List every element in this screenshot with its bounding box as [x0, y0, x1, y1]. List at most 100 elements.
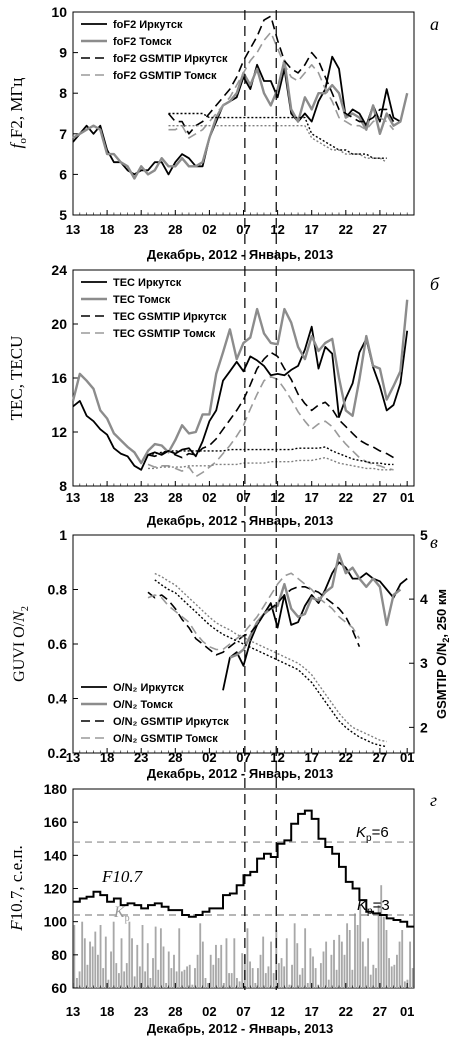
f107-step-line [73, 809, 414, 928]
x-tick-label: 13 [66, 490, 80, 505]
kp-levels: Kp=6Kp=3 [73, 824, 414, 917]
kp-bar [390, 966, 393, 988]
kp-bar [220, 944, 223, 988]
y-right-tick-label: 3 [420, 655, 428, 671]
series-line [154, 579, 387, 748]
series-layer [71, 299, 409, 478]
x-tick-label: 18 [100, 490, 114, 505]
kp-bar [233, 938, 236, 989]
x-tick-label: 17 [304, 750, 318, 765]
event-markers [244, 10, 277, 990]
x-tick-label: 28 [168, 750, 182, 765]
kp-bar [138, 966, 141, 988]
kp-bar [152, 958, 154, 988]
kp-bar [194, 968, 196, 988]
kp-bar [272, 973, 275, 988]
kp-bar [403, 981, 406, 988]
y-tick-label: 80 [51, 947, 67, 963]
series-line [71, 299, 409, 465]
legend-label: foF2 GSMTIP Томск [113, 70, 217, 82]
x-tick-label: 28 [168, 222, 182, 237]
panel-tec: 13 18 23 28 02 07 12 17 22 27 01 8 12 16 20 24 TEC Ирку… [7, 262, 440, 528]
y-tick-label: 8 [59, 85, 67, 101]
x-tick-label: 22 [339, 1004, 353, 1019]
x-tick-label: 22 [339, 490, 353, 505]
y-tick-label: 24 [51, 262, 67, 278]
series-line [168, 112, 387, 159]
kp-bar [301, 968, 304, 988]
kp-bar [175, 971, 178, 988]
x-tick-label: 12 [270, 750, 284, 765]
kp-bar [380, 885, 383, 988]
y-tick-label: 140 [44, 847, 68, 863]
legend-label: O/N₂ GSMTIP Томск [113, 733, 218, 745]
y-tick-label: 160 [44, 814, 68, 830]
kp-bar [238, 981, 241, 988]
kp-bar [401, 930, 404, 988]
kp-bar [377, 905, 380, 988]
kp-bar [351, 969, 354, 988]
kp-bars [73, 885, 414, 989]
kp-bar [306, 983, 309, 988]
series-layer [73, 809, 414, 928]
kp-bar [157, 969, 160, 988]
kp-bar [398, 941, 401, 988]
series-layer [147, 552, 408, 748]
kp-bar [73, 925, 76, 988]
series-line [147, 572, 361, 651]
x-tick-label: 23 [134, 222, 148, 237]
x-tick-label: 07 [236, 1004, 250, 1019]
kp-label: Kp [113, 904, 130, 924]
x-tick-label: 18 [100, 222, 114, 237]
y-tick-label: 0.6 [48, 636, 68, 652]
x-tick-label: 17 [304, 490, 318, 505]
series-line [72, 325, 409, 471]
series-layer [72, 15, 409, 180]
kp-bar [356, 925, 359, 988]
kp-bar [330, 954, 333, 988]
kp-bar [283, 966, 286, 988]
kp-bar [217, 958, 220, 988]
kp-bar [178, 928, 181, 988]
series-line [147, 351, 394, 459]
kp-bar [167, 951, 170, 988]
kp-bar [411, 968, 414, 988]
kp-bar [222, 983, 225, 988]
y-right-tick-label: 5 [420, 527, 428, 543]
panel-f107: Kp=6Kp=3 13 18 23 28 02 07 12 17 22 27 01 60 80 100 12… [7, 781, 437, 1036]
y-right-tick-label: 2 [420, 719, 428, 735]
series-line [154, 572, 387, 743]
kp-bar [333, 939, 335, 988]
panel-letter: б [430, 274, 440, 294]
kp-bar [170, 968, 173, 988]
kp-bar [196, 954, 199, 988]
x-axis-label: Декабрь, 2012 - Январь, 2013 [147, 1021, 333, 1036]
y-tick-label: 0.2 [48, 745, 68, 761]
x-tick-label: 12 [270, 490, 284, 505]
x-tick-label: 02 [202, 222, 216, 237]
kp-bar [280, 958, 283, 988]
panel-foF2: 13 18 23 28 02 07 12 17 22 27 5 6 7 8 9 10 foF2 Иркутск… [7, 4, 439, 262]
x-tick-label: 28 [168, 490, 182, 505]
kp-bar [312, 956, 314, 988]
kp-bar [346, 923, 349, 988]
y-axis-label-right: GSMTIP O/N2, 250 км [434, 589, 451, 719]
x-tick-label: 12 [270, 1004, 284, 1019]
kp-bar [154, 926, 157, 988]
ticks: 13 18 23 28 02 07 12 17 22 27 5 6 7 8 9 10 [51, 4, 415, 237]
y-axis-label: foF2, МГц [7, 78, 29, 149]
x-tick-label: 02 [202, 750, 216, 765]
kp-bar [146, 943, 149, 988]
kp-bar [230, 973, 233, 988]
y-tick-label: 8 [59, 478, 67, 494]
kp-bar [285, 938, 288, 989]
kp-bar [236, 978, 238, 988]
y-tick-label: 16 [51, 370, 67, 386]
kp-bar [309, 948, 312, 988]
legend-label: foF2 GSMTIP Иркутск [113, 53, 228, 65]
series-line [147, 446, 394, 466]
kp-bar [123, 971, 126, 988]
legend-label: foF2 Иркутск [113, 19, 183, 31]
legend-label: O/N₂ Томск [113, 699, 173, 711]
x-tick-label: 07 [236, 750, 250, 765]
